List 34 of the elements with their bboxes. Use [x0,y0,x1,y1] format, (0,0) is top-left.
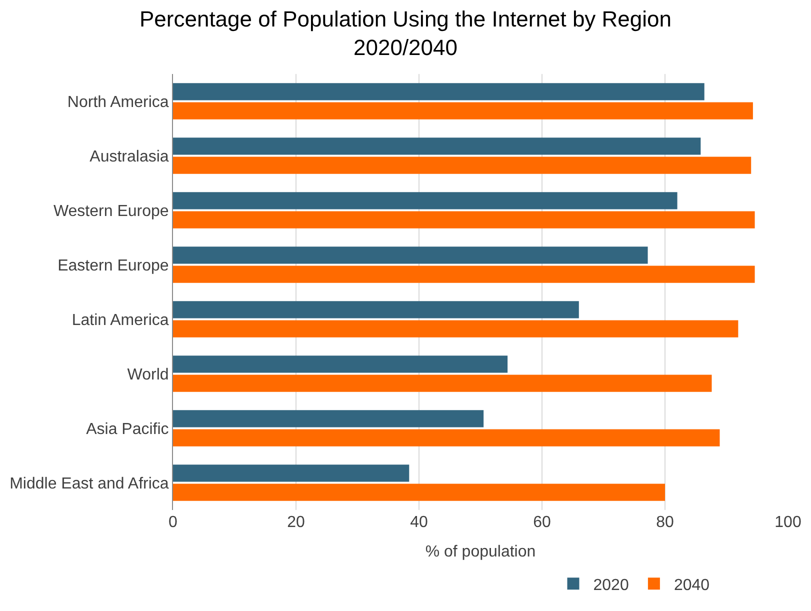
y-tick-label: Asia Pacific [86,420,169,438]
chart-title: Percentage of Population Using the Internet by Region 2020/2040 [139,6,672,60]
x-tick-label: 100 [774,514,802,531]
bar [173,356,508,373]
bar [173,138,701,155]
bar [173,301,579,318]
bar [173,83,704,100]
x-axis-title: % of population [425,544,536,561]
bar [173,374,712,392]
y-tick-label: North America [67,94,169,111]
bar [173,211,755,228]
y-tick-label: Latin America [72,312,169,329]
x-tick-label: 80 [656,514,674,531]
bar [173,464,410,482]
bar [173,156,752,174]
bar [173,410,484,428]
bar [173,320,738,338]
x-tick-label: 60 [533,514,551,531]
bar [173,429,720,446]
y-tick-label: Western Europe [53,202,169,220]
y-tick-label: World [127,366,169,384]
legend-label: 2020 [593,576,629,594]
bar [173,266,755,283]
bar [173,484,665,501]
bar [173,192,678,210]
y-tick-label: Australasia [90,148,169,166]
bar [173,102,753,120]
x-tick-label: 40 [410,514,428,531]
y-tick-label: Eastern Europe [58,257,169,274]
x-tick-label: 20 [287,514,305,531]
x-tick-label: 0 [168,514,178,531]
y-tick-label: Middle East and Africa [10,475,169,492]
bar [173,246,648,264]
legend-label: 2040 [674,576,710,594]
